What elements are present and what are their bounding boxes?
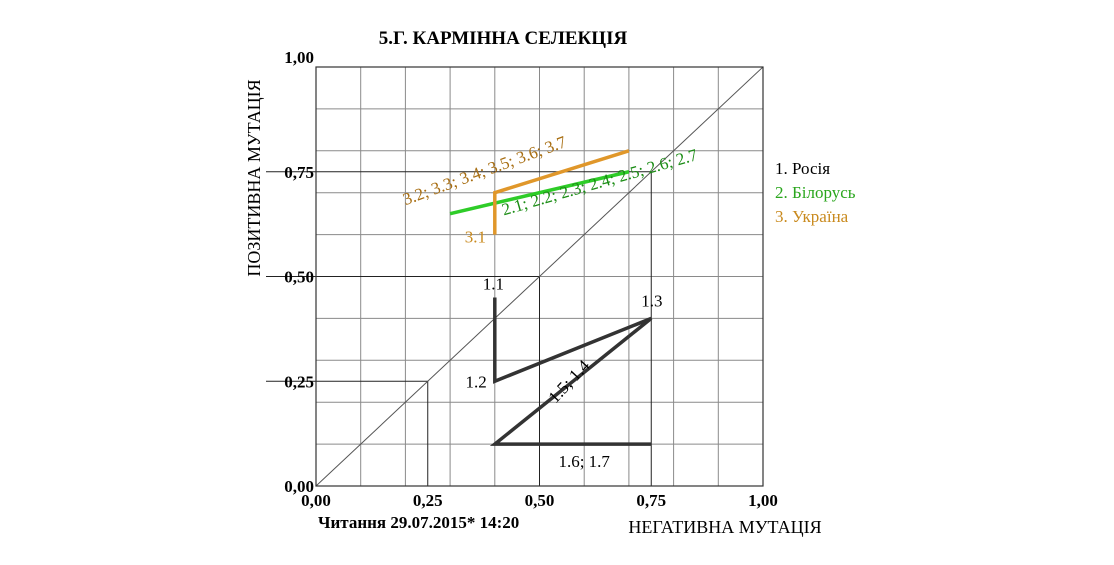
series-group	[449, 149, 653, 446]
annotation-label: 3.1	[465, 228, 486, 247]
diagonal-line	[315, 66, 764, 487]
y-axis-label: ПОЗИТИВНА МУТАЦІЯ	[244, 79, 264, 276]
guide-lines	[266, 171, 652, 486]
y-tick-label: 0,25	[284, 372, 314, 391]
plot-frame	[315, 66, 764, 487]
y-tick-label: 0,75	[284, 163, 314, 182]
y-tick-label: 0,50	[284, 268, 314, 287]
legend-entry: 2. Білорусь	[775, 183, 856, 202]
annotations: 1.11.21.31.5; 1.41.6; 1.72.1; 2.2; 2.3; …	[400, 132, 700, 471]
series-line-3	[493, 149, 630, 235]
reading-timestamp: Читання 29.07.2015* 14:20	[318, 513, 519, 532]
x-tick-label: 0,00	[301, 491, 331, 510]
annotation-label: 1.3	[641, 291, 662, 310]
chart-title: 5.Г. КАРМІННА СЕЛЕКЦІЯ	[379, 28, 628, 49]
legend: 1. Росія 2. Білорусь 3. Україна	[775, 159, 856, 226]
y-tick-label: 1,00	[284, 48, 314, 67]
x-tick-label: 0,50	[525, 491, 555, 510]
annotation-label: 1.6; 1.7	[558, 452, 610, 471]
legend-entry: 3. Україна	[775, 207, 849, 226]
annotation-label: 1.2	[466, 372, 487, 391]
series-line-1	[489, 297, 653, 446]
x-tick-label: 0,75	[636, 491, 666, 510]
x-tick-label: 0,25	[413, 491, 443, 510]
x-tick-label: 1,00	[748, 491, 778, 510]
y-tick-label: 0,00	[284, 477, 314, 496]
series-line-2	[449, 170, 630, 216]
annotation-label: 1.5; 1.4	[544, 356, 593, 407]
annotation-label: 1.1	[483, 274, 504, 293]
tick-labels: 0,00 0,25 0,50 0,75 1,00 0,00 0,25 0,50 0,75 1,00	[284, 48, 778, 510]
x-axis-label: НЕГАТИВНА МУТАЦІЯ	[628, 517, 821, 537]
legend-entry: 1. Росія	[775, 159, 830, 178]
